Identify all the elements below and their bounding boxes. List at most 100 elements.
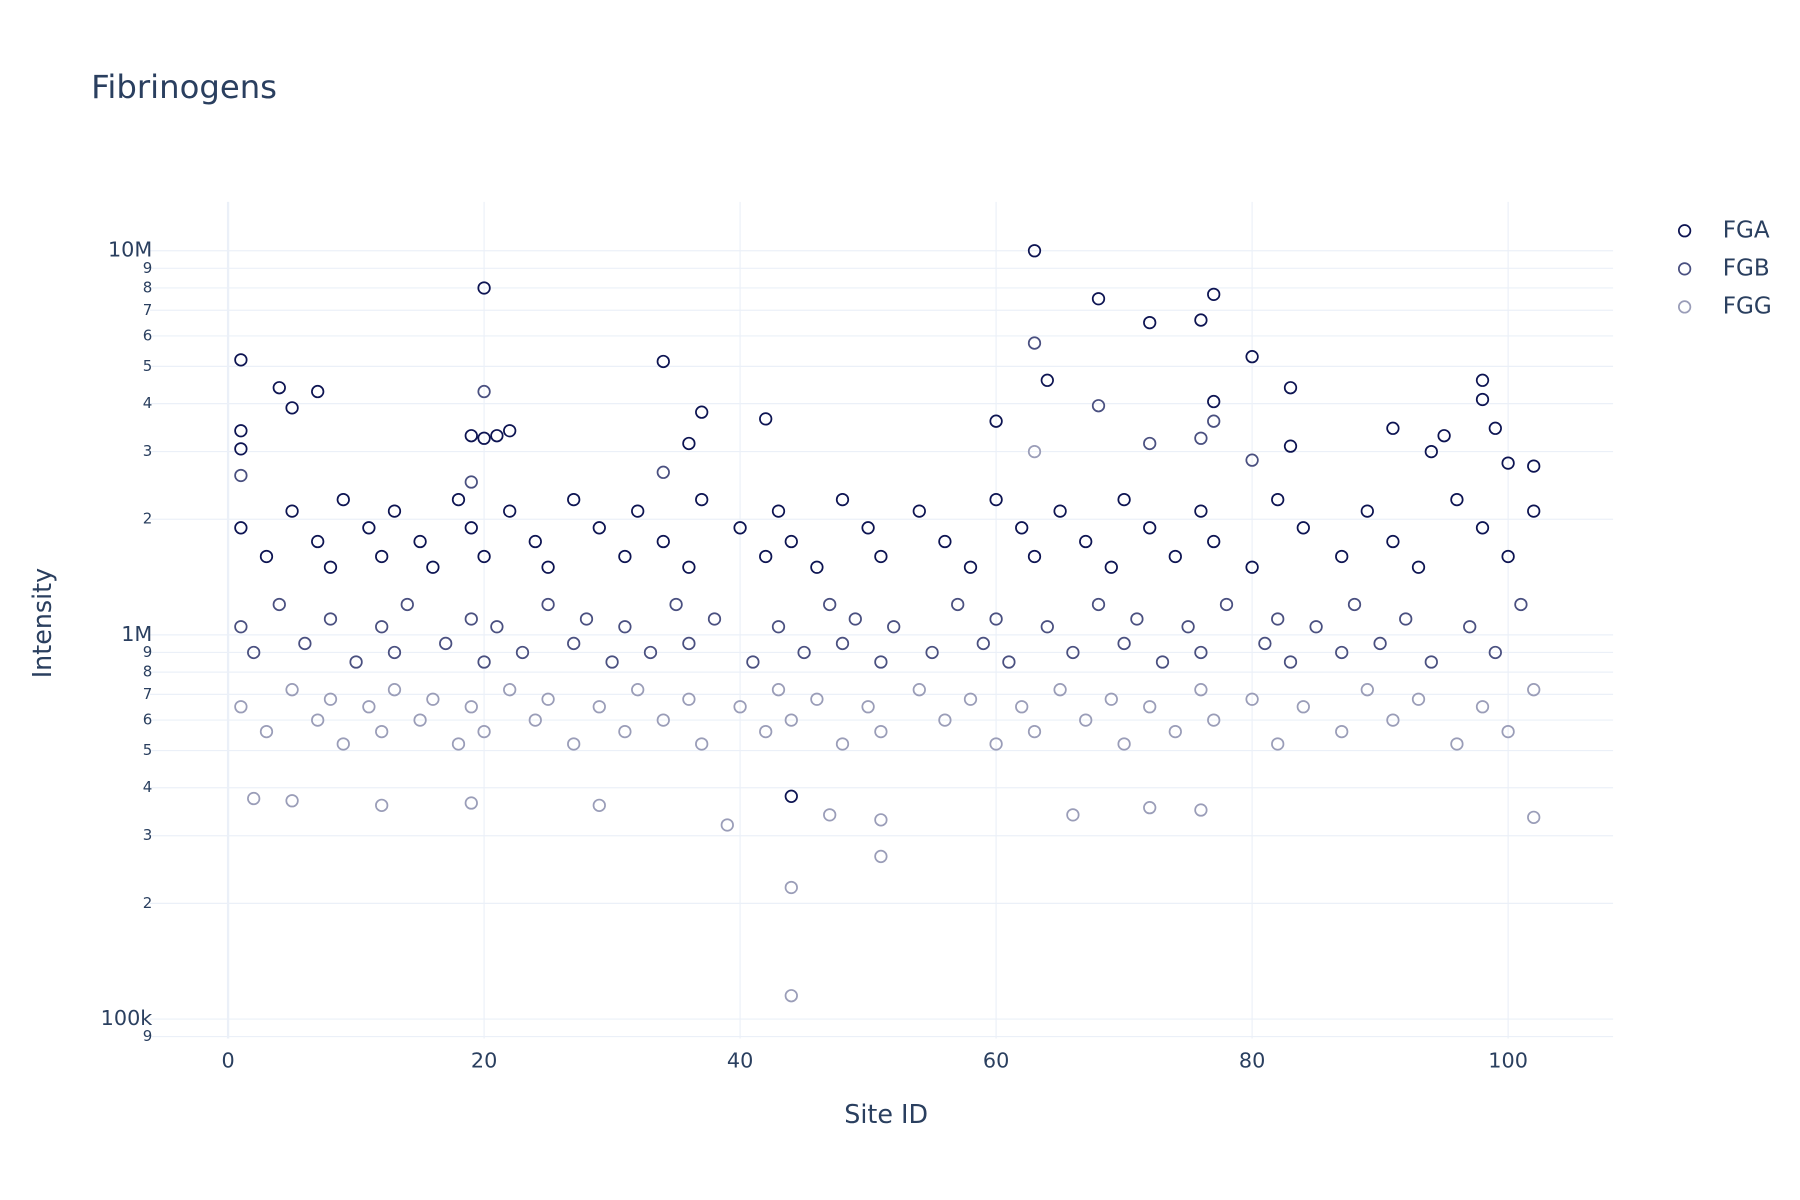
point (989, 737, 1003, 751)
point (1335, 724, 1349, 739)
point (1258, 636, 1272, 651)
x-tick-label: 100 (1488, 1049, 1528, 1073)
point (887, 620, 901, 634)
point (1296, 700, 1310, 714)
point (1411, 692, 1426, 706)
point (1194, 504, 1208, 518)
point (784, 880, 798, 895)
point (784, 534, 798, 549)
point (1463, 620, 1477, 634)
point (234, 424, 248, 438)
point (1424, 655, 1438, 669)
point (848, 612, 862, 626)
point (272, 381, 286, 395)
point (413, 713, 427, 727)
point (234, 620, 248, 634)
y-tick-label: 6 (143, 711, 153, 729)
point (311, 384, 325, 399)
point (1207, 534, 1221, 549)
point (682, 436, 696, 451)
point (1309, 620, 1323, 634)
point (1027, 549, 1042, 564)
point (874, 724, 888, 739)
point (912, 683, 926, 697)
point (989, 612, 1003, 626)
point (784, 713, 798, 727)
point (1450, 492, 1464, 507)
point (1207, 287, 1221, 301)
point (1168, 549, 1182, 564)
point (1373, 636, 1387, 651)
point (720, 818, 734, 832)
point (1040, 620, 1054, 634)
point (759, 549, 773, 564)
point (656, 713, 670, 727)
point (1475, 700, 1490, 714)
point (835, 492, 850, 507)
legend-marker (1677, 300, 1692, 314)
point (1450, 737, 1464, 751)
point (298, 636, 312, 651)
point (771, 504, 786, 518)
point (874, 813, 888, 827)
point (1207, 414, 1221, 428)
point (695, 492, 709, 507)
point (477, 431, 491, 445)
legend-label: FGA (1723, 217, 1770, 243)
point (1194, 313, 1208, 327)
point (938, 713, 952, 727)
point (1245, 350, 1259, 364)
point (1475, 521, 1490, 535)
point (541, 560, 555, 574)
point (387, 645, 402, 660)
point (285, 401, 299, 415)
point (439, 636, 453, 651)
point (323, 560, 338, 574)
point (592, 798, 606, 812)
point (490, 620, 504, 634)
point (643, 645, 658, 660)
point (1283, 439, 1298, 453)
point (1488, 421, 1502, 435)
point (631, 504, 645, 518)
point (1079, 534, 1093, 549)
point (490, 429, 504, 443)
point (1245, 692, 1259, 706)
point (375, 798, 389, 812)
point (375, 620, 389, 634)
point (925, 645, 939, 660)
point (1053, 504, 1067, 518)
point (1079, 713, 1093, 727)
point (618, 724, 632, 739)
point (567, 636, 581, 651)
point (861, 521, 875, 535)
point (477, 384, 491, 399)
point (285, 794, 299, 808)
point (1437, 429, 1451, 443)
point (618, 549, 632, 564)
point (362, 521, 376, 535)
point (1296, 521, 1310, 535)
point (989, 492, 1003, 507)
point (259, 549, 274, 564)
point (541, 597, 555, 612)
point (1027, 336, 1042, 350)
point (1104, 560, 1118, 574)
point (1271, 492, 1285, 507)
point (963, 692, 978, 706)
point (1245, 453, 1259, 467)
point (1411, 560, 1426, 574)
point (323, 692, 338, 706)
point (1117, 492, 1131, 507)
point (823, 597, 837, 612)
point (1091, 399, 1106, 413)
point (464, 475, 478, 489)
point (362, 700, 376, 714)
y-tick-label: 2 (143, 510, 153, 528)
point (349, 655, 363, 669)
point (464, 796, 478, 810)
point (989, 414, 1003, 428)
point (1143, 436, 1157, 451)
y-tick-label: 6 (143, 326, 153, 344)
